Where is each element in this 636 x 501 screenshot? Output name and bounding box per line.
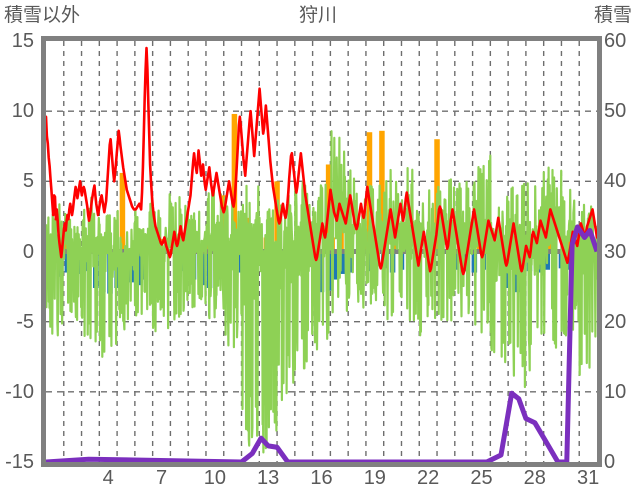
x-tick-2: 10	[203, 467, 226, 489]
precip-bar-9	[231, 113, 238, 252]
left-tick-0: 15	[11, 30, 34, 52]
x-tick-1: 7	[155, 467, 168, 489]
right-tick-2: 40	[604, 170, 627, 193]
below-zero-bar-32	[332, 251, 339, 280]
snow-series-line	[46, 224, 597, 462]
precip-bar-24	[379, 130, 385, 252]
x-tick-6: 22	[417, 467, 440, 489]
left-tick-5: -10	[5, 380, 34, 403]
left-tick-6: -15	[5, 451, 34, 473]
left-tick-4: -5	[16, 310, 34, 333]
x-tick-4: 16	[310, 467, 333, 489]
x-tick-0: 4	[102, 467, 114, 489]
x-tick-8: 28	[523, 467, 546, 489]
below-zero-bar-42	[453, 251, 460, 270]
x-tick-9: 31	[576, 467, 600, 489]
chart-title: 狩川	[298, 5, 337, 26]
temperature-series-line	[46, 46, 597, 276]
right-tick-6: 0	[604, 451, 616, 473]
x-tick-7: 25	[470, 467, 493, 489]
right-tick-4: 20	[604, 310, 627, 333]
right-tick-1: 50	[604, 100, 627, 123]
below-zero-bar-30	[318, 251, 325, 293]
chart-canvas	[46, 41, 597, 462]
below-zero-bar-33	[340, 251, 346, 274]
right-tick-0: 60	[604, 30, 627, 52]
right-tick-3: 30	[604, 240, 627, 263]
left-tick-1: 10	[11, 100, 34, 123]
left-axis-unit-label: 積雪以外	[4, 5, 81, 26]
precip-bar-2	[119, 172, 126, 252]
plot-area	[46, 41, 597, 462]
wind-series-line	[46, 130, 597, 454]
right-axis-unit-label: 積雪	[593, 5, 632, 26]
x-tick-5: 19	[363, 467, 386, 489]
right-tick-5: 10	[604, 380, 627, 403]
x-tick-3: 13	[257, 467, 280, 489]
left-tick-3: 0	[22, 240, 34, 263]
left-tick-2: 5	[22, 170, 34, 193]
